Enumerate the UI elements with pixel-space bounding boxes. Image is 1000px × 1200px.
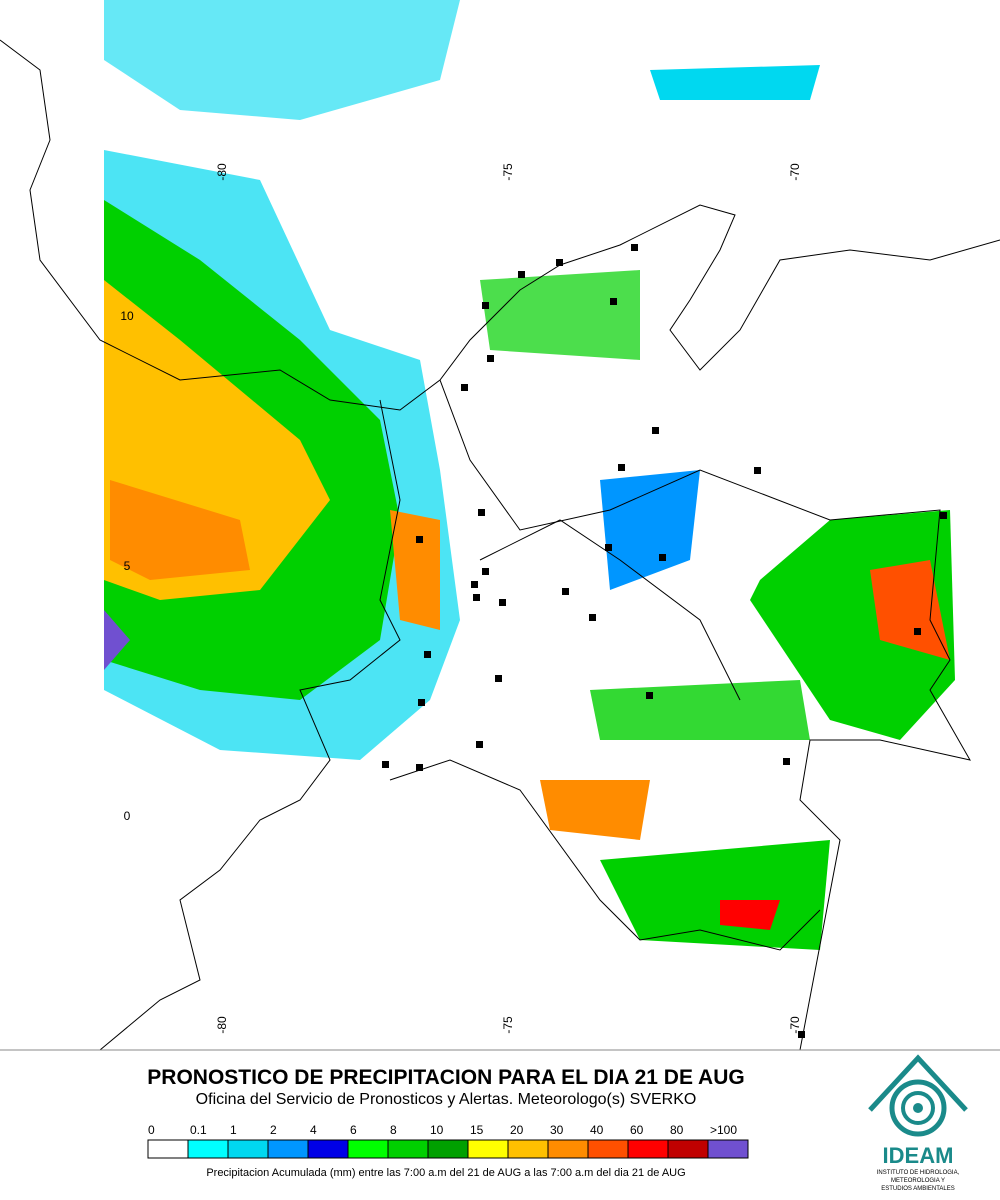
legend-swatch xyxy=(427,1139,469,1159)
legend-label: >100 xyxy=(710,1123,737,1137)
city-markers xyxy=(382,244,947,1038)
lon-label: -70 xyxy=(788,163,802,181)
legend: 0 0.1 1 2 4 6 8 10 15 20 30 40 60 80 >100 xyxy=(147,1123,749,1159)
lon-label: -80 xyxy=(215,1016,229,1034)
lon-label: -75 xyxy=(501,163,515,181)
legend-label: 6 xyxy=(350,1123,357,1137)
precip-field xyxy=(104,0,955,950)
legend-label: 4 xyxy=(310,1123,317,1137)
legend-swatch xyxy=(627,1139,669,1159)
lat-label: 5 xyxy=(124,559,131,573)
legend-label: 8 xyxy=(390,1123,397,1137)
legend-label: 20 xyxy=(510,1123,524,1137)
legend-label: 2 xyxy=(270,1123,277,1137)
legend-label: 15 xyxy=(470,1123,484,1137)
legend-swatch xyxy=(707,1139,749,1159)
legend-swatch xyxy=(507,1139,549,1159)
legend-label: 60 xyxy=(630,1123,644,1137)
legend-caption: Precipitacion Acumulada (mm) entre las 7… xyxy=(206,1167,685,1179)
legend-swatch xyxy=(587,1139,629,1159)
legend-swatch xyxy=(347,1139,389,1159)
legend-label: 40 xyxy=(590,1123,604,1137)
lon-label: -70 xyxy=(788,1016,802,1034)
lon-label: -75 xyxy=(501,1016,515,1034)
legend-label: 10 xyxy=(430,1123,444,1137)
logo: IDEAM INSTITUTO DE HIDROLOGIA, METEOROLO… xyxy=(868,1054,968,1192)
legend-swatch xyxy=(667,1139,709,1159)
legend-swatch xyxy=(547,1139,589,1159)
legend-swatch xyxy=(467,1139,509,1159)
legend-label: 0.1 xyxy=(190,1123,207,1137)
legend-swatch xyxy=(307,1139,349,1159)
logo-line: INSTITUTO DE HIDROLOGIA, xyxy=(877,1170,960,1176)
legend-swatch xyxy=(147,1139,189,1159)
legend-label: 30 xyxy=(550,1123,564,1137)
title: PRONOSTICO DE PRECIPITACION PARA EL DIA … xyxy=(147,1066,744,1089)
lat-label: 0 xyxy=(124,809,131,823)
lon-label: -80 xyxy=(215,163,229,181)
lat-label: 10 xyxy=(120,309,134,323)
logo-name: IDEAM xyxy=(883,1143,954,1168)
logo-line: METEOROLOGIA Y xyxy=(891,1178,945,1184)
legend-swatch xyxy=(187,1139,229,1159)
borders xyxy=(0,39,1000,1051)
legend-label: 1 xyxy=(230,1123,237,1137)
logo-line: ESTUDIOS AMBIENTALES xyxy=(881,1186,955,1192)
legend-label: 80 xyxy=(670,1123,684,1137)
subtitle: Oficina del Servicio de Pronosticos y Al… xyxy=(196,1091,697,1108)
legend-swatch xyxy=(387,1139,429,1159)
legend-swatch xyxy=(267,1139,309,1159)
legend-label: 0 xyxy=(148,1123,155,1137)
legend-swatch xyxy=(227,1139,269,1159)
